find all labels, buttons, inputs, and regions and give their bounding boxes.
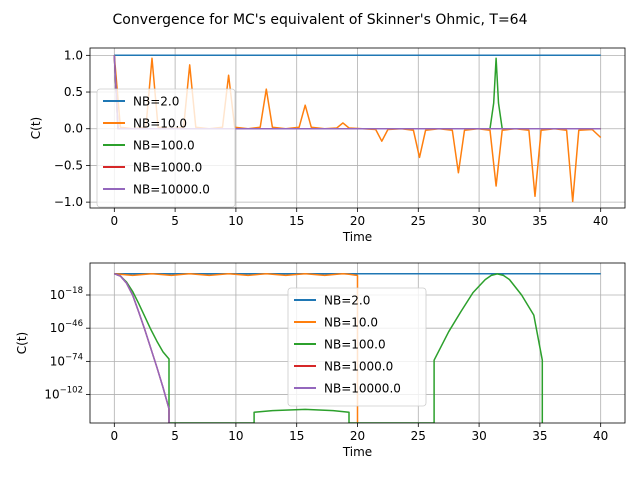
y-tick-label: −0.5 [54, 158, 83, 172]
legend-label: NB=1000.0 [133, 161, 202, 175]
legend-label: NB=2.0 [324, 294, 370, 308]
legend-label: NB=100.0 [133, 139, 195, 153]
x-tick-label: 5 [171, 429, 179, 443]
x-tick-label: 25 [411, 429, 426, 443]
x-tick-label: 10 [228, 429, 243, 443]
y-tick-label: 0.5 [64, 85, 83, 99]
x-tick-label: 15 [289, 429, 304, 443]
y-tick-label: −1.0 [54, 195, 83, 209]
legend-label: NB=10000.0 [324, 382, 401, 396]
x-tick-label: 25 [411, 214, 426, 228]
legend-box [287, 287, 427, 407]
x-tick-label: 20 [350, 214, 365, 228]
x-tick-label: 5 [171, 214, 179, 228]
x-axis-label: Time [342, 445, 372, 459]
x-tick-label: 35 [532, 214, 547, 228]
x-tick-label: 35 [532, 429, 547, 443]
top-chart: 0 5 10 15 20 25 30 35 40 1.0 0.5 0.0 −0.5 −1.0 Time C(t… [29, 47, 626, 244]
y-tick-label: 10−102 [44, 386, 83, 402]
y-axis-label: C(t) [15, 332, 29, 354]
x-tick-label: 30 [471, 429, 486, 443]
legend-box [96, 88, 236, 208]
series-line [114, 272, 544, 423]
y-tick-label: 10−18 [50, 286, 83, 302]
x-tick-label: 40 [593, 429, 608, 443]
series-line [114, 272, 170, 423]
series-line [114, 272, 359, 423]
x-tick-label: 40 [593, 214, 608, 228]
legend-label: NB=10000.0 [133, 183, 210, 197]
y-tick-label: 1.0 [64, 48, 83, 62]
x-tick-label: 20 [350, 429, 365, 443]
legend-label: NB=1000.0 [324, 360, 393, 374]
bottom-chart: 0 5 10 15 20 25 30 35 40 10−18 10−46 10−74 10−102 Tim… [15, 262, 626, 459]
legend-label: NB=100.0 [324, 338, 386, 352]
x-tick-label: 30 [471, 214, 486, 228]
x-tick-label: 0 [110, 429, 118, 443]
y-axis-label: C(t) [29, 117, 43, 139]
x-axis-label: Time [342, 230, 372, 244]
y-tick-label: 0.0 [64, 122, 83, 136]
legend-label: NB=10.0 [133, 117, 187, 131]
legend-label: NB=2.0 [133, 95, 179, 109]
legend-label: NB=10.0 [324, 316, 378, 330]
figure-title: Convergence for MC's equivalent of Skinn… [113, 12, 528, 28]
y-tick-label: 10−46 [50, 319, 83, 335]
x-tick-label: 0 [110, 214, 118, 228]
y-tick-label: 10−74 [50, 352, 83, 368]
x-tick-label: 10 [228, 214, 243, 228]
x-tick-label: 15 [289, 214, 304, 228]
